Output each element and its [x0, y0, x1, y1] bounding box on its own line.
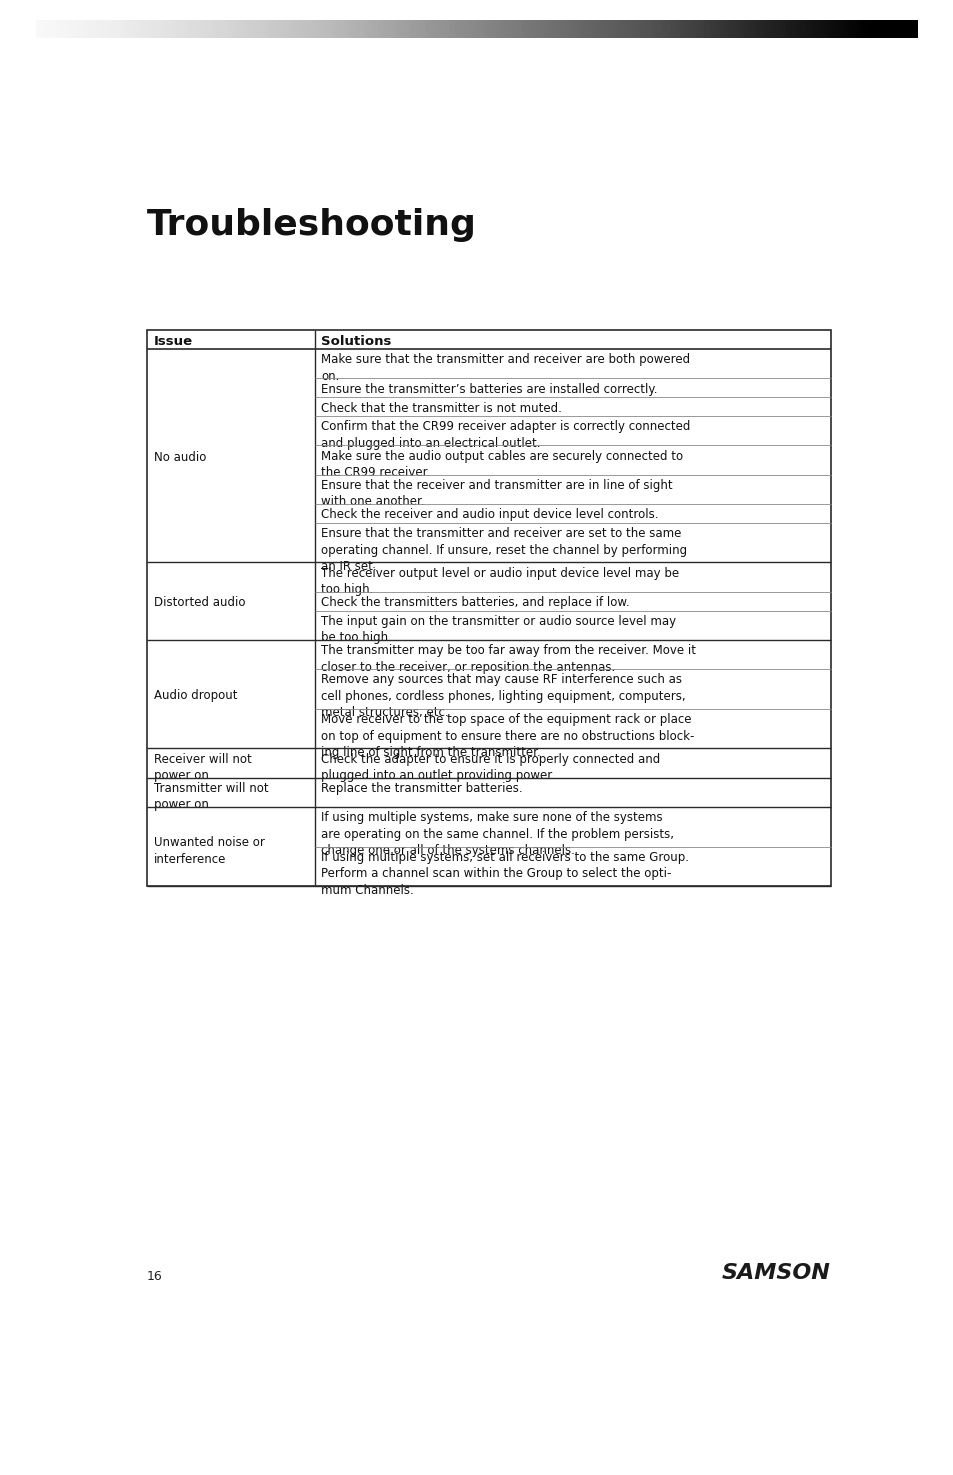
Text: The receiver output level or audio input device level may be
too high.: The receiver output level or audio input…: [320, 566, 679, 596]
Text: Move receiver to the top space of the equipment rack or place
on top of equipmen: Move receiver to the top space of the eq…: [320, 712, 694, 760]
Text: Check the transmitters batteries, and replace if low.: Check the transmitters batteries, and re…: [320, 596, 629, 609]
Text: Check the receiver and audio input device level controls.: Check the receiver and audio input devic…: [320, 509, 658, 521]
Text: If using multiple systems, set all receivers to the same Group.
Perform a channe: If using multiple systems, set all recei…: [320, 851, 688, 897]
Text: Remove any sources that may cause RF interference such as
cell phones, cordless : Remove any sources that may cause RF int…: [320, 674, 685, 720]
Text: Receiver will not
power on: Receiver will not power on: [153, 752, 251, 782]
Text: Distorted audio: Distorted audio: [153, 596, 245, 609]
Text: Issue: Issue: [153, 335, 193, 348]
Text: Ensure that the receiver and transmitter are in line of sight
with one another.: Ensure that the receiver and transmitter…: [320, 479, 672, 509]
Text: Audio dropout: Audio dropout: [153, 689, 236, 702]
Text: The transmitter may be too far away from the receiver. Move it
closer to the rec: The transmitter may be too far away from…: [320, 645, 695, 674]
Bar: [147, 330, 830, 886]
Text: Unwanted noise or
interference: Unwanted noise or interference: [153, 836, 264, 866]
Text: Solutions: Solutions: [320, 335, 391, 348]
Text: No audio: No audio: [153, 451, 206, 463]
Text: Replace the transmitter batteries.: Replace the transmitter batteries.: [320, 782, 522, 795]
Text: Troubleshooting: Troubleshooting: [147, 208, 476, 242]
Text: Confirm that the CR99 receiver adapter is correctly connected
and plugged into a: Confirm that the CR99 receiver adapter i…: [320, 420, 690, 450]
Text: Check that the transmitter is not muted.: Check that the transmitter is not muted.: [320, 401, 561, 414]
Text: Transmitter will not
power on: Transmitter will not power on: [153, 782, 268, 811]
Text: The input gain on the transmitter or audio source level may
be too high.: The input gain on the transmitter or aud…: [320, 615, 676, 645]
Text: If using multiple systems, make sure none of the systems
are operating on the sa: If using multiple systems, make sure non…: [320, 811, 673, 857]
Text: 16: 16: [147, 1270, 163, 1283]
Text: SAMSON: SAMSON: [721, 1264, 830, 1283]
Text: Make sure the audio output cables are securely connected to
the CR99 receiver.: Make sure the audio output cables are se…: [320, 450, 682, 479]
Text: Ensure the transmitter’s batteries are installed correctly.: Ensure the transmitter’s batteries are i…: [320, 382, 657, 395]
Text: Ensure that the transmitter and receiver are set to the same
operating channel. : Ensure that the transmitter and receiver…: [320, 527, 686, 574]
Text: Check the adapter to ensure it is properly connected and
plugged into an outlet : Check the adapter to ensure it is proper…: [320, 752, 659, 782]
Text: Make sure that the transmitter and receiver are both powered
on.: Make sure that the transmitter and recei…: [320, 354, 689, 384]
